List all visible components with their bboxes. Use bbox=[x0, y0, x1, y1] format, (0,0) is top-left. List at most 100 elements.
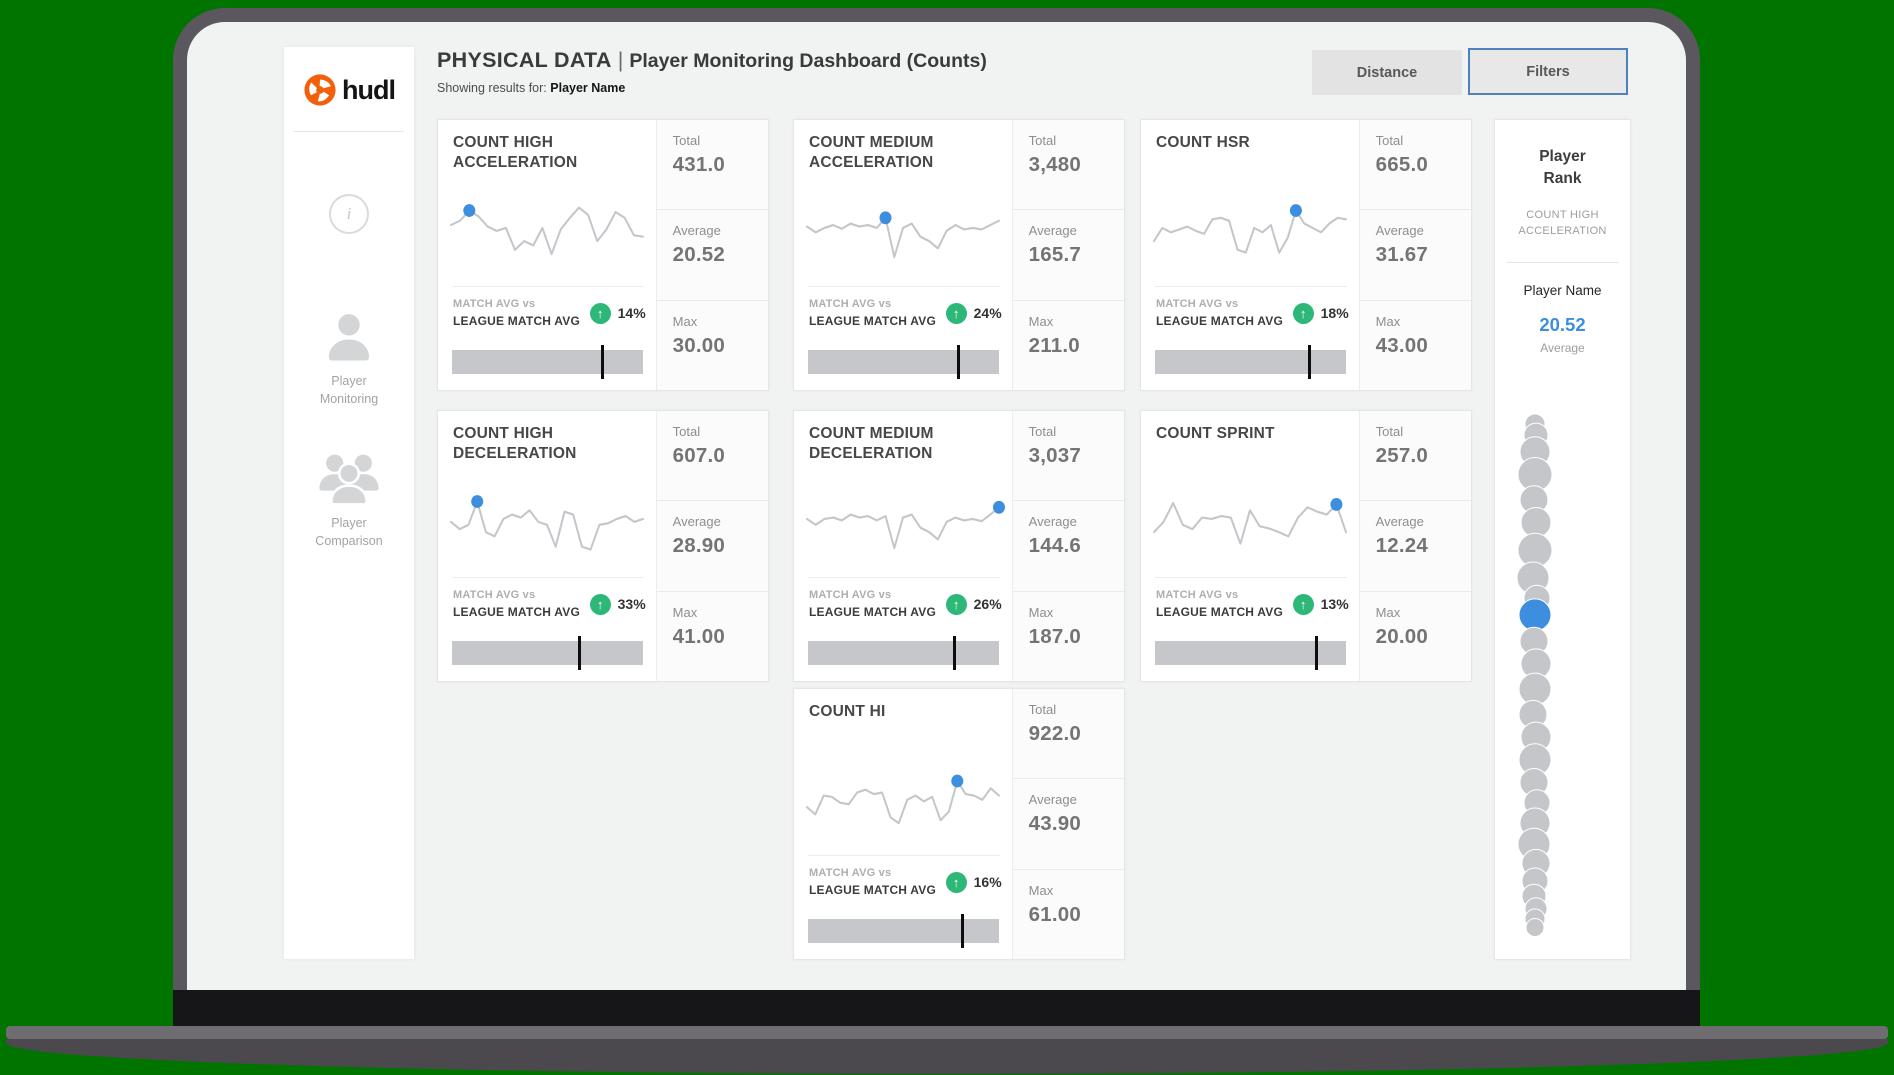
increase-arrow-icon: ↑ bbox=[945, 302, 967, 324]
metric-card-stats: Total 665.0 Average 31.67 Max 43.00 bbox=[1358, 120, 1471, 390]
compare-label-match-avg: MATCH AVG vs bbox=[809, 589, 892, 601]
metric-card: COUNT HSR MATCH AVG vs LEAGUE MATCH AVG … bbox=[1140, 119, 1472, 391]
card-title: COUNT HIGH ACCELERATION bbox=[453, 134, 578, 172]
stat-total: Total 257.0 bbox=[1360, 411, 1471, 500]
delta-percentage: 13% bbox=[1320, 596, 1349, 612]
laptop-base-body bbox=[6, 1039, 1888, 1074]
stat-value: 20.52 bbox=[672, 243, 725, 267]
stat-value: 431.0 bbox=[672, 153, 725, 176]
compare-label-league-match-avg: LEAGUE MATCH AVG bbox=[809, 605, 936, 619]
stat-value: 3,037 bbox=[1028, 444, 1081, 467]
card-title: COUNT MEDIUM DECELERATION bbox=[809, 425, 934, 463]
stat-value: 41.00 bbox=[672, 624, 725, 648]
laptop-screen-bezel: hudl i Player Monitoring bbox=[173, 8, 1700, 1026]
sparkline-chart bbox=[450, 495, 644, 551]
stat-max: Max 187.0 bbox=[1012, 590, 1124, 681]
compare-label-match-avg: MATCH AVG vs bbox=[453, 589, 536, 601]
page-title: PHYSICAL DATA | Player Monitoring Dashboar… bbox=[437, 48, 987, 72]
metric-card-stats: Total 257.0 Average 12.24 Max 20.00 bbox=[1358, 411, 1471, 681]
comparison-bar bbox=[1155, 345, 1346, 379]
stat-value: 665.0 bbox=[1375, 153, 1428, 176]
stat-max: Max 41.00 bbox=[656, 590, 768, 681]
increase-arrow-icon: ↑ bbox=[1292, 593, 1314, 615]
stat-average: Average 144.6 bbox=[1012, 500, 1124, 590]
delta-indicator: ↑ 33% bbox=[589, 593, 646, 615]
compare-label-match-avg: MATCH AVG vs bbox=[453, 298, 536, 310]
comparison-labels: MATCH AVG vs LEAGUE MATCH AVG bbox=[1156, 589, 1283, 619]
stat-label: Max bbox=[1028, 604, 1054, 620]
stat-value: 3,480 bbox=[1028, 153, 1081, 176]
comparison-labels: MATCH AVG vs LEAGUE MATCH AVG bbox=[1156, 298, 1283, 328]
stat-label: Total bbox=[1375, 133, 1404, 148]
comparison-row: MATCH AVG vs LEAGUE MATCH AVG ↑ 14% bbox=[453, 298, 646, 328]
comparison-labels: MATCH AVG vs LEAGUE MATCH AVG bbox=[809, 298, 936, 328]
metric-card-main: COUNT MEDIUM DECELERATION MATCH AVG vs LE… bbox=[794, 411, 1012, 681]
card-divider bbox=[452, 577, 644, 578]
sidebar-divider bbox=[294, 131, 404, 132]
comparison-labels: MATCH AVG vs LEAGUE MATCH AVG bbox=[453, 589, 580, 619]
stat-value: 30.00 bbox=[672, 333, 725, 357]
metric-card-stats: Total 3,480 Average 165.7 Max 211.0 bbox=[1011, 120, 1124, 390]
card-divider bbox=[808, 855, 1000, 856]
comparison-row: MATCH AVG vs LEAGUE MATCH AVG ↑ 18% bbox=[1156, 298, 1349, 328]
metric-card-stats: Total 431.0 Average 20.52 Max 30.00 bbox=[655, 120, 768, 390]
sidebar-item-player-comparison[interactable]: Player Comparison bbox=[315, 448, 383, 550]
sidebar-item-label: Player Comparison bbox=[315, 516, 383, 549]
stat-label: Average bbox=[1028, 514, 1077, 530]
compare-label-match-avg: MATCH AVG vs bbox=[809, 867, 892, 879]
rank-bubble-selected-player bbox=[1518, 598, 1552, 632]
stat-label: Average bbox=[1375, 223, 1424, 239]
metric-card: COUNT HIGH DECELERATION MATCH AVG vs LEAG… bbox=[437, 410, 769, 682]
delta-indicator: ↑ 14% bbox=[589, 302, 646, 324]
sparkline-path bbox=[450, 206, 644, 256]
rank-metric-label: COUNT HIGH ACCELERATION bbox=[1518, 208, 1607, 238]
rank-bubble bbox=[1525, 918, 1545, 937]
player-rank-panel: Player Rank COUNT HIGH ACCELERATION Play… bbox=[1494, 119, 1631, 960]
metric-card-main: COUNT HIGH ACCELERATION MATCH AVG vs LEAG… bbox=[438, 120, 656, 390]
sparkline-path bbox=[806, 216, 1000, 259]
sparkline-highlight-dot bbox=[1289, 204, 1302, 217]
sidebar-item-player-monitoring[interactable]: Player Monitoring bbox=[320, 308, 378, 408]
compare-label-league-match-avg: LEAGUE MATCH AVG bbox=[453, 605, 580, 619]
comparison-bar bbox=[452, 345, 643, 379]
bar-tick-marker bbox=[952, 636, 956, 670]
page-header: PHYSICAL DATA | Player Monitoring Dashboar… bbox=[437, 48, 987, 95]
stat-value: 12.24 bbox=[1375, 534, 1428, 558]
delta-indicator: ↑ 16% bbox=[945, 871, 1002, 893]
people-group-icon bbox=[319, 454, 379, 506]
rank-divider bbox=[1506, 261, 1619, 263]
stat-label: Total bbox=[1375, 424, 1404, 439]
distance-button[interactable]: Distance bbox=[1312, 50, 1462, 95]
compare-label-league-match-avg: LEAGUE MATCH AVG bbox=[809, 883, 936, 897]
card-title: COUNT HIGH DECELERATION bbox=[453, 425, 577, 463]
rank-bubble-chart bbox=[1516, 413, 1553, 937]
stat-average: Average 28.90 bbox=[656, 500, 768, 590]
comparison-row: MATCH AVG vs LEAGUE MATCH AVG ↑ 26% bbox=[809, 589, 1002, 619]
stat-average: Average 31.67 bbox=[1359, 209, 1471, 299]
delta-percentage: 24% bbox=[973, 305, 1002, 321]
metric-card-stats: Total 607.0 Average 28.90 Max 41.00 bbox=[655, 411, 768, 681]
comparison-bar bbox=[1155, 636, 1346, 670]
comparison-bar bbox=[808, 914, 999, 948]
delta-percentage: 14% bbox=[617, 305, 646, 321]
comparison-labels: MATCH AVG vs LEAGUE MATCH AVG bbox=[809, 867, 936, 897]
stat-max: Max 20.00 bbox=[1359, 590, 1471, 681]
laptop-bottom-bezel bbox=[173, 990, 1700, 1026]
info-icon[interactable]: i bbox=[329, 194, 369, 234]
stat-label: Max bbox=[672, 313, 698, 329]
sparkline-chart bbox=[806, 774, 1000, 825]
metric-card-main: COUNT SPRINT MATCH AVG vs LEAGUE MATCH A… bbox=[1141, 411, 1359, 681]
stat-label: Max bbox=[1375, 313, 1401, 329]
increase-arrow-icon: ↑ bbox=[945, 871, 967, 893]
delta-percentage: 16% bbox=[973, 874, 1002, 890]
filters-button[interactable]: Filters bbox=[1468, 48, 1628, 95]
sparkline-path bbox=[1153, 209, 1347, 254]
stat-average: Average 165.7 bbox=[1012, 209, 1124, 299]
dashboard-screen: hudl i Player Monitoring bbox=[187, 22, 1686, 990]
metric-card: COUNT MEDIUM ACCELERATION MATCH AVG vs LE… bbox=[793, 119, 1125, 391]
card-divider bbox=[1155, 577, 1347, 578]
metric-card-main: COUNT HSR MATCH AVG vs LEAGUE MATCH AVG … bbox=[1141, 120, 1359, 390]
stat-value: 187.0 bbox=[1028, 624, 1081, 648]
sparkline-chart bbox=[1153, 497, 1347, 545]
sparkline-chart bbox=[1153, 204, 1347, 254]
